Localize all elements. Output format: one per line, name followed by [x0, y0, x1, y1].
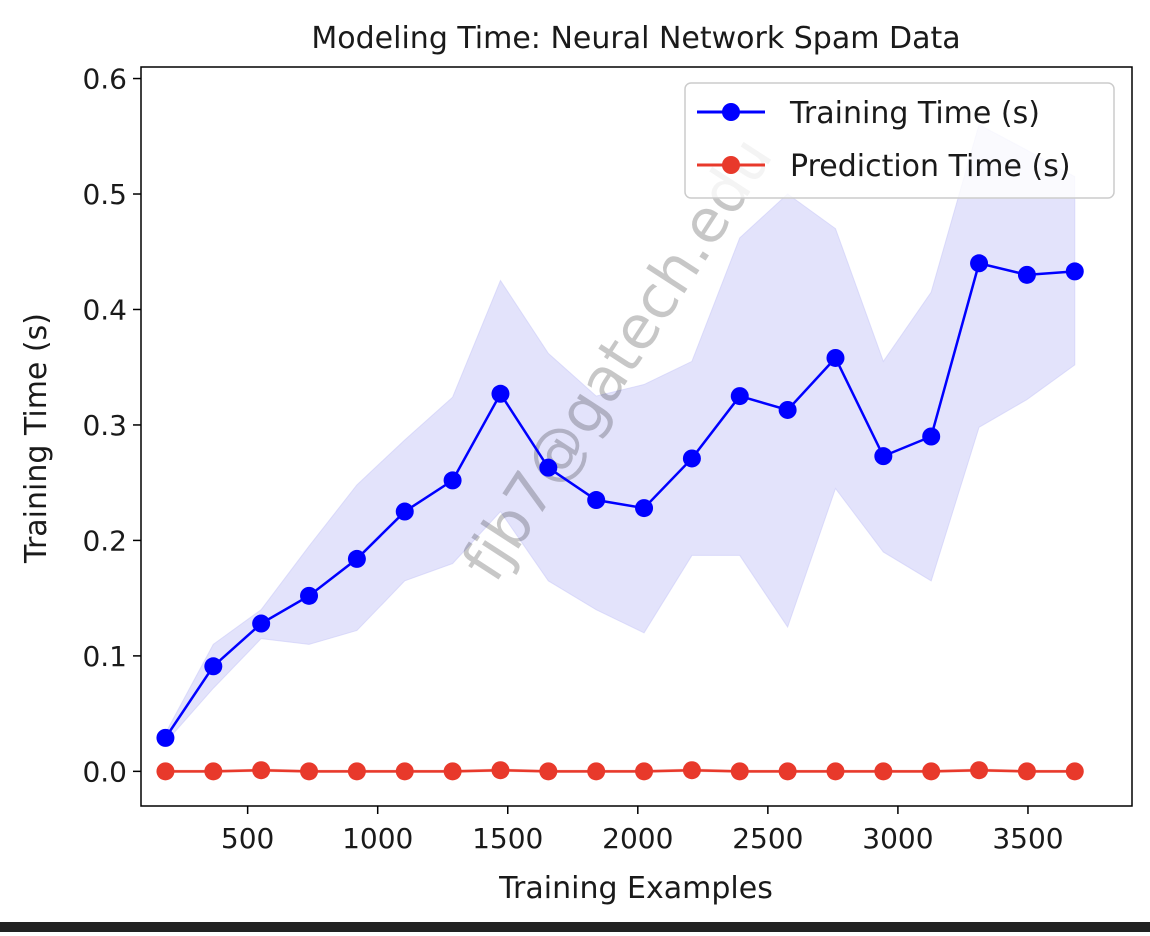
- data-point-0-16: [922, 427, 941, 446]
- data-point-0-11: [682, 449, 701, 468]
- data-point-1-8: [539, 762, 558, 781]
- data-point-0-18: [1017, 265, 1036, 284]
- data-point-1-9: [587, 762, 606, 781]
- data-point-0-10: [635, 499, 654, 518]
- data-point-1-11: [682, 761, 701, 780]
- data-point-0-2: [252, 614, 271, 633]
- data-point-0-6: [443, 471, 462, 490]
- data-point-1-14: [826, 762, 845, 781]
- y-tick-label-4: 0.4: [82, 293, 127, 326]
- legend-marker-training: [722, 103, 740, 121]
- data-point-0-1: [204, 657, 223, 676]
- data-point-1-0: [156, 762, 175, 781]
- legend: Training Time (s) Prediction Time (s): [684, 82, 1115, 199]
- data-point-0-17: [970, 254, 989, 273]
- data-point-1-3: [300, 762, 319, 781]
- data-point-1-19: [1065, 762, 1084, 781]
- plot-frame: [140, 66, 1133, 807]
- x-axis-label: Training Examples: [498, 871, 773, 906]
- y-axis-label: Training Time (s): [19, 313, 54, 564]
- y-tick-label-5: 0.5: [82, 178, 127, 211]
- legend-marker-prediction: [722, 156, 740, 174]
- x-tick-label-4: 2500: [732, 822, 803, 855]
- data-point-1-13: [778, 762, 797, 781]
- data-point-1-2: [252, 761, 271, 780]
- data-point-1-18: [1017, 762, 1036, 781]
- data-point-0-8: [539, 458, 558, 477]
- data-point-0-3: [300, 586, 319, 605]
- data-point-1-7: [491, 761, 510, 780]
- data-point-1-15: [874, 762, 893, 781]
- legend-box: [684, 82, 1115, 199]
- data-point-1-17: [970, 761, 989, 780]
- y-tick-label-0: 0.0: [82, 755, 127, 788]
- y-tick-label-1: 0.1: [82, 640, 127, 673]
- data-point-1-6: [443, 762, 462, 781]
- chart-title: Modeling Time: Neural Network Spam Data: [311, 21, 960, 56]
- data-point-1-16: [922, 762, 941, 781]
- data-point-0-15: [874, 447, 893, 466]
- data-point-0-9: [587, 491, 606, 510]
- y-tick-label-3: 0.3: [82, 409, 127, 442]
- data-point-0-4: [347, 549, 366, 568]
- legend-label-training: Training Time (s): [789, 96, 1040, 131]
- data-point-1-1: [204, 762, 223, 781]
- legend-label-prediction: Prediction Time (s): [790, 149, 1071, 184]
- confidence-band-0: [164, 124, 1076, 744]
- y-tick-label-2: 0.2: [82, 524, 127, 557]
- axes: 500 1000 1500 2000 2500 3000 3500 0.0 0.1 0.2 0.3 0…: [82, 63, 1133, 855]
- bottom-border-strip: [0, 922, 1150, 932]
- data-point-0-12: [730, 387, 749, 406]
- data-point-0-7: [491, 384, 510, 403]
- y-tick-label-6: 0.6: [82, 63, 127, 96]
- x-tick-label-0: 500: [221, 822, 274, 855]
- x-tick-label-3: 2000: [602, 822, 673, 855]
- data-point-1-5: [395, 762, 414, 781]
- x-tick-label-1: 1000: [342, 822, 413, 855]
- x-tick-label-2: 1500: [472, 822, 543, 855]
- data-point-0-14: [826, 348, 845, 367]
- data-point-0-19: [1065, 262, 1084, 281]
- data-point-1-4: [347, 762, 366, 781]
- series-lines: [156, 254, 1084, 781]
- x-tick-label-5: 3000: [862, 822, 933, 855]
- data-point-1-10: [635, 762, 654, 781]
- data-point-0-0: [156, 728, 175, 747]
- x-tick-label-6: 3500: [992, 822, 1063, 855]
- data-point-0-13: [778, 400, 797, 419]
- data-point-0-5: [395, 502, 414, 521]
- data-point-1-12: [730, 762, 749, 781]
